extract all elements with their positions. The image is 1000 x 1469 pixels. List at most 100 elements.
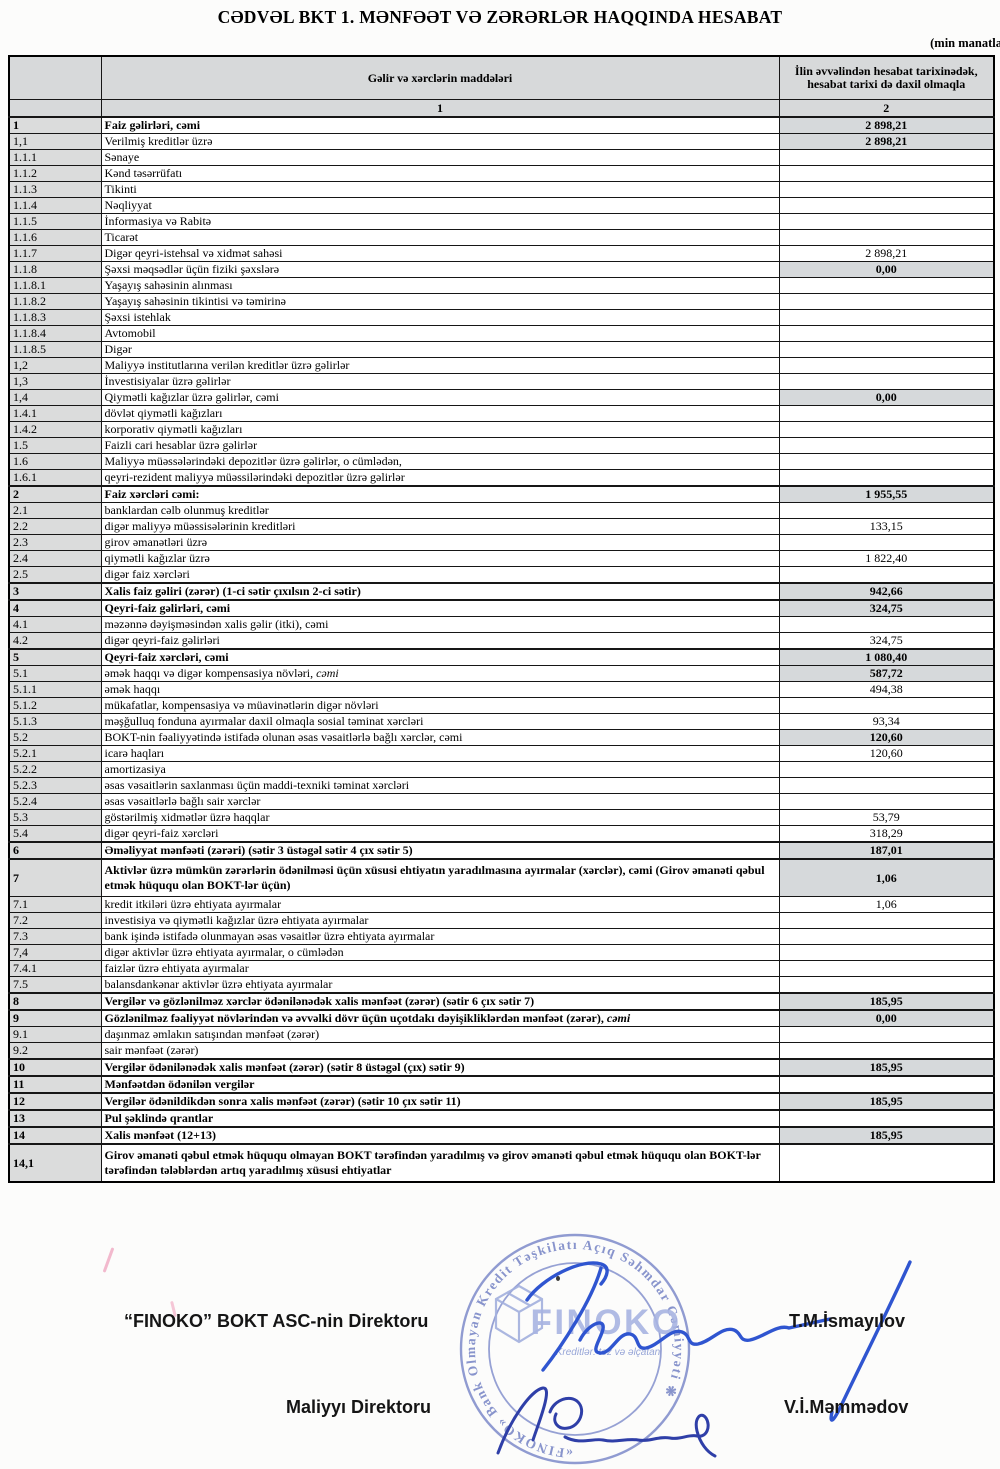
row-label-cell: Şəxsi məqsədlər üçün fiziki şəxslərə [100,261,780,278]
table-row: 8 Vergilər və gözlənilməz xərclər ödənilə… [8,992,995,1011]
row-label-cell: əmək haqqı və digər kompensasiya növləri… [100,665,780,682]
table-row: 1.5 Faizli cari hesablar üzrə gəlirlər [8,437,995,454]
row-label-cell: sair mənfəət (zərər) [100,1042,780,1060]
row-label-cell: Maliyyə müəssələrindəki depozitlər üzrə … [100,453,780,470]
row-label-cell: Avtomobil [100,325,780,342]
row-number-cell: 4.1 [8,616,102,633]
table-row: 1.6.1 qeyri-rezident maliyyə müəssilərind… [8,469,995,487]
row-value-cell [778,341,995,358]
table-row: 7.1 kredit itkiləri üzrə ehtiyata ayırmal… [8,896,995,913]
table-row: 2.1 banklardan cəlb olunmuş kreditlər [8,502,995,519]
table-row: 1.1.8.2 Yaşayış sahəsinin tikintisi və tə… [8,293,995,310]
row-label-cell: Qiymətli kağızlar üzrə gəlirlər, cəmi [100,389,780,406]
row-number-cell: 11 [8,1075,102,1094]
row-value-cell [778,149,995,166]
row-label-cell: Verilmiş kreditlər üzrə [100,133,780,150]
row-label-cell: əmək haqqı [100,681,780,698]
table-row: 4 Qeyri-faiz gəlirləri, cəmi 324,75 [8,599,995,617]
row-label-cell: qiymətli kağızlar üzrə [100,550,780,567]
row-number-cell: 5.2.1 [8,745,102,762]
row-number-cell: 4.2 [8,632,102,650]
row-value-cell [778,793,995,810]
row-value-cell [778,502,995,519]
row-label-cell: dövlət qiymətli kağızları [100,405,780,422]
table-row: 5.2.4 əsas vəsaitlərlə bağlı sair xərclər [8,793,995,810]
row-label-cell: Şəxsi istehlak [100,309,780,326]
row-label-cell: Əməliyyat mənfəəti (zərəri) (sətir 3 üst… [100,841,780,860]
row-value-cell: 318,29 [778,825,995,843]
row-number-cell: 5.2 [8,729,102,746]
row-number-cell: 5.2.2 [8,761,102,778]
row-value-cell: 0,00 [778,1009,995,1027]
row-number-cell: 2.2 [8,518,102,535]
row-value-cell: 120,60 [778,729,995,746]
row-value-cell: 120,60 [778,745,995,762]
row-number-cell: 9 [8,1009,102,1027]
row-label-cell: kredit itkiləri üzrə ehtiyata ayırmalar [100,896,780,913]
row-value-cell: 1,06 [778,896,995,913]
row-value-cell [778,928,995,945]
row-number-cell: 2.5 [8,566,102,584]
table-row: 5 Qeyri-faiz xərcləri, cəmi 1 080,40 [8,648,995,666]
row-label-cell: Vergilər ödənilənədək xalis mənfəət (zər… [100,1058,780,1077]
header-number-cell [8,55,102,100]
row-label-cell: investisiya və qiymətli kağızlar üzrə eh… [100,912,780,929]
row-value-cell [778,976,995,994]
table-row: 5.1.1 əmək haqqı 494,38 [8,681,995,698]
row-label-cell: icarə haqları [100,745,780,762]
table-row: 2.5 digər faiz xərcləri [8,566,995,584]
scan-artifact-mark [102,1247,115,1273]
row-number-cell: 5.3 [8,809,102,826]
row-value-cell [778,1109,995,1128]
row-value-cell [778,421,995,438]
row-value-cell: 187,01 [778,841,995,860]
table-row: 5.3 göstərilmiş xidmətlər üzrə haqqlar 53,… [8,809,995,826]
row-value-cell [778,616,995,633]
row-number-cell: 1.1.3 [8,181,102,198]
row-number-cell: 1,4 [8,389,102,406]
row-number-cell: 9.2 [8,1042,102,1060]
profit-loss-table: Gəlir və xərclərin maddələri İlin əvvəli… [8,55,995,1183]
report-table-body: 1 Faiz gəlirləri, cəmi 2 898,21 1,1 Verilmiş… [8,116,995,1183]
table-row: 1.4.1 dövlət qiymətli kağızları [8,405,995,422]
row-value-cell: 185,95 [778,992,995,1011]
row-value-cell: 1 822,40 [778,550,995,567]
row-value-cell [778,405,995,422]
row-label-cell: daşınmaz əmlakın satışından mənfəət (zər… [100,1026,780,1043]
row-number-cell: 7.3 [8,928,102,945]
table-row: 7.4.1 faizlər üzrə ehtiyata ayırmalar [8,960,995,977]
row-number-cell: 1.1.8.1 [8,277,102,294]
table-row: 1.4.2 korporativ qiymətli kağızları [8,421,995,438]
row-label-cell: Gözlənilməz fəaliyyət növlərindən və əvv… [100,1009,780,1027]
row-label-cell: Aktivlər üzrə mümkün zərərlərin ödənilmə… [100,858,780,897]
row-number-cell: 7.5 [8,976,102,994]
row-number-cell: 7.4.1 [8,960,102,977]
row-number-cell: 5.1.3 [8,713,102,730]
table-row: 10 Vergilər ödənilənədək xalis mənfəət (z… [8,1058,995,1077]
row-value-cell: 2 898,21 [778,245,995,262]
table-row: 2.4 qiymətli kağızlar üzrə 1 822,40 [8,550,995,567]
row-label-cell: digər qeyri-faiz gəlirləri [100,632,780,650]
row-value-cell [778,373,995,390]
table-row: 14 Xalis mənfəət (12+13) 185,95 [8,1126,995,1145]
row-value-cell [778,1042,995,1060]
table-row: 5.1.3 məşğulluq fonduna ayırmalar daxil o… [8,713,995,730]
table-row: 4.2 digər qeyri-faiz gəlirləri 324,75 [8,632,995,650]
row-number-cell: 1.4.2 [8,421,102,438]
stamp-tagline: Kreditlər: tez və əlçatan [556,1347,661,1358]
finoko-logo-icon [494,1284,544,1344]
row-label-cell: Faiz gəlirləri, cəmi [100,116,780,134]
row-label-cell: digər faiz xərcləri [100,566,780,584]
row-number-cell: 1.1.8.3 [8,309,102,326]
finance-director-name: V.İ.Məmmədov [784,1397,909,1417]
row-label-cell: Maliyyə institutlarına verilən kreditlər… [100,357,780,374]
row-number-cell: 1.1.2 [8,165,102,182]
row-value-cell: 133,15 [778,518,995,535]
signatures-overlay [496,1260,912,1458]
svg-text:«FINOKO» Bank Olmayan Kredit T: «FINOKO» Bank Olmayan Kredit Təşkilatı A… [463,1237,687,1461]
table-row: 7.2 investisiya və qiymətli kağızlar üzrə… [8,912,995,929]
table-row: 7.3 bank işində istifadə olunmayan əsas v… [8,928,995,945]
row-number-cell: 5.1.2 [8,697,102,714]
row-number-cell: 7 [8,858,102,897]
row-value-cell: 942,66 [778,582,995,601]
